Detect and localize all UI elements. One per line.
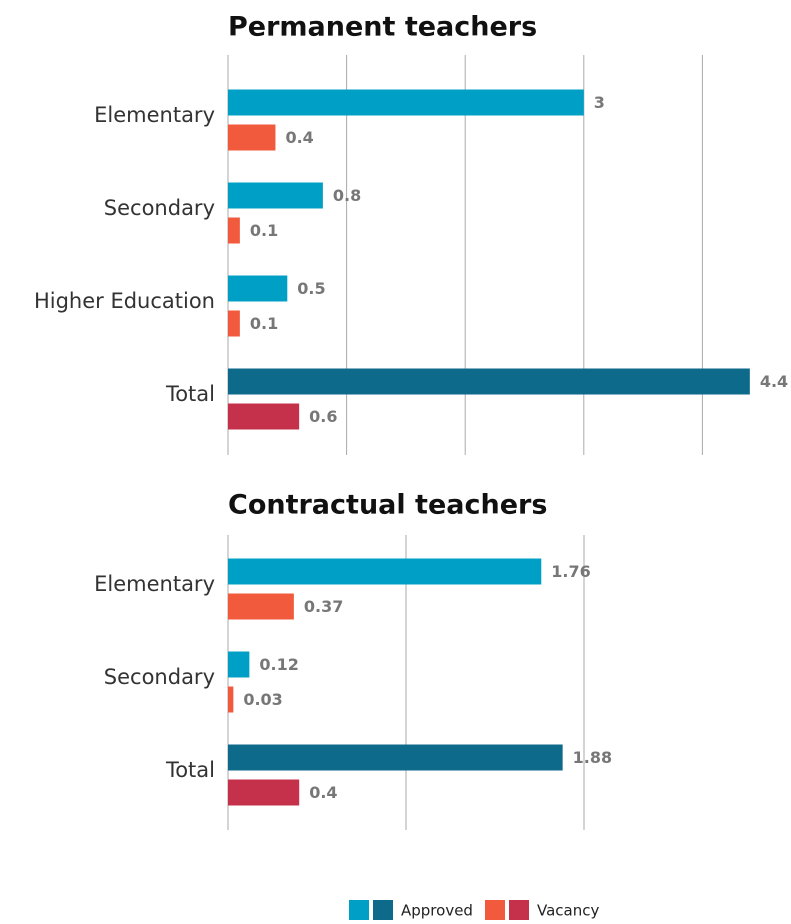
value-label: 0.4 <box>285 128 313 147</box>
bar <box>228 403 300 430</box>
value-label: 0.12 <box>259 655 298 674</box>
value-label: 0.37 <box>304 597 343 616</box>
category-label: Secondary <box>104 196 215 220</box>
bar <box>228 686 234 713</box>
legend-label: Approved <box>401 902 473 920</box>
bar <box>228 744 563 771</box>
bar <box>228 368 750 395</box>
legend-swatch <box>509 900 529 920</box>
bar <box>228 275 288 302</box>
bar <box>228 217 240 244</box>
value-label: 0.6 <box>309 407 337 426</box>
category-label: Elementary <box>94 572 215 596</box>
category-label: Higher Education <box>34 289 215 313</box>
value-label: 1.76 <box>551 562 590 581</box>
value-label: 0.03 <box>243 690 282 709</box>
category-label: Secondary <box>104 665 215 689</box>
value-label: 3 <box>594 93 605 112</box>
bar <box>228 651 250 678</box>
bar <box>228 89 584 116</box>
legend-label: Vacancy <box>537 902 599 920</box>
value-label: 0.1 <box>250 314 278 333</box>
value-label: 0.1 <box>250 221 278 240</box>
category-label: Total <box>165 382 215 406</box>
value-label: 4.4 <box>760 372 788 391</box>
category-label: Total <box>165 758 215 782</box>
bar <box>228 182 323 209</box>
bar <box>228 593 294 620</box>
value-label: 0.5 <box>297 279 325 298</box>
value-label: 1.88 <box>573 748 612 767</box>
chart-title: Permanent teachers <box>228 12 537 43</box>
chart-title: Contractual teachers <box>228 490 547 521</box>
bar <box>228 124 276 151</box>
legend-swatch <box>349 900 369 920</box>
category-label: Elementary <box>94 103 215 127</box>
value-label: 0.8 <box>333 186 361 205</box>
bar <box>228 310 240 337</box>
bar <box>228 779 300 806</box>
bar <box>228 558 542 585</box>
legend-swatch <box>373 900 393 920</box>
value-label: 0.4 <box>309 783 337 802</box>
legend-swatch <box>485 900 505 920</box>
